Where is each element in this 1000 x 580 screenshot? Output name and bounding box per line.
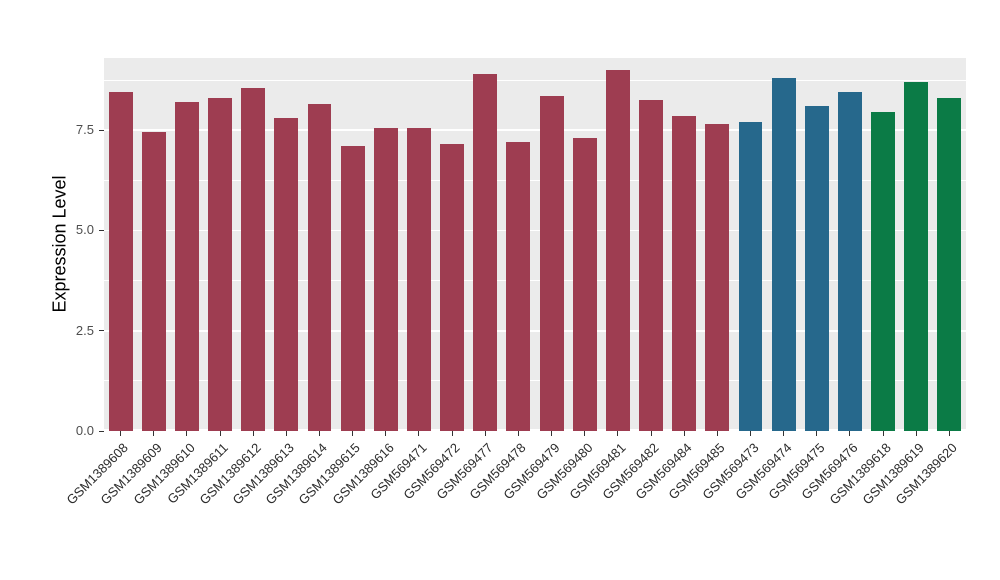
x-tick-mark [385, 431, 387, 436]
minor-gridline [104, 179, 966, 181]
bar-GSM1389616 [373, 128, 398, 431]
bar-GSM1389613 [274, 118, 299, 431]
bar-GSM569472 [440, 144, 465, 431]
x-tick-mark [849, 431, 851, 436]
x-tick-mark [451, 431, 453, 436]
bar-GSM569476 [838, 92, 862, 431]
minor-gridline [104, 280, 966, 281]
bar-GSM569482 [639, 100, 663, 431]
major-gridline [104, 229, 966, 232]
x-tick-mark [252, 431, 254, 436]
y-tick-label: 7.5 [75, 122, 94, 138]
bar-GSM569479 [539, 96, 564, 431]
major-gridline [104, 329, 966, 332]
x-tick-mark [683, 431, 685, 436]
x-tick-mark [186, 431, 188, 436]
bar-GSM1389608 [108, 92, 133, 431]
x-tick-mark [219, 431, 221, 436]
x-tick-mark [816, 431, 818, 436]
minor-gridline [104, 380, 966, 382]
bar-GSM1389619 [904, 82, 929, 431]
bar-GSM1389618 [871, 112, 896, 431]
bar-GSM1389611 [208, 98, 232, 431]
bar-GSM569485 [705, 124, 730, 431]
bar-GSM569475 [804, 106, 829, 431]
bar-GSM569480 [572, 138, 597, 431]
bar-GSM569484 [672, 116, 697, 431]
major-gridline [104, 129, 966, 131]
bar-GSM1389620 [937, 98, 962, 431]
x-tick-mark [418, 431, 420, 436]
plot-panel [104, 58, 966, 431]
y-tick-mark [99, 229, 104, 231]
x-tick-mark [352, 431, 354, 436]
bar-GSM569471 [407, 128, 431, 431]
x-tick-mark [153, 431, 155, 436]
bar-GSM1389615 [340, 146, 365, 431]
x-tick-mark [783, 431, 785, 436]
bar-GSM569478 [506, 142, 531, 431]
x-tick-mark [584, 431, 586, 436]
bar-GSM1389614 [307, 104, 332, 431]
y-tick-label: 2.5 [75, 322, 94, 338]
x-tick-mark [517, 431, 519, 436]
x-tick-mark [120, 431, 122, 436]
x-tick-mark [551, 431, 553, 436]
bar-GSM1389610 [174, 102, 199, 431]
x-tick-mark [617, 431, 619, 436]
x-tick-mark [650, 431, 652, 436]
minor-gridline [104, 79, 966, 81]
y-tick-mark [99, 129, 104, 131]
x-tick-mark [484, 431, 486, 436]
x-tick-mark [716, 431, 718, 436]
y-tick-mark [99, 430, 104, 432]
x-tick-mark [319, 431, 320, 436]
bar-GSM569477 [473, 74, 498, 431]
y-tick-mark [99, 330, 104, 332]
x-tick-mark [948, 431, 950, 436]
y-tick-label: 0.0 [75, 423, 94, 438]
y-tick-label: 5.0 [75, 222, 94, 238]
bar-GSM1389609 [141, 132, 166, 431]
bar-GSM569481 [605, 70, 630, 431]
x-tick-mark [750, 431, 751, 436]
y-axis-title: Expression Level [49, 175, 70, 313]
bar-GSM569473 [738, 122, 763, 431]
bar-GSM1389612 [241, 88, 266, 431]
bar-GSM569474 [771, 78, 796, 431]
x-tick-mark [882, 431, 884, 436]
x-tick-mark [915, 431, 917, 436]
major-gridline [104, 429, 966, 431]
x-tick-mark [285, 431, 287, 436]
